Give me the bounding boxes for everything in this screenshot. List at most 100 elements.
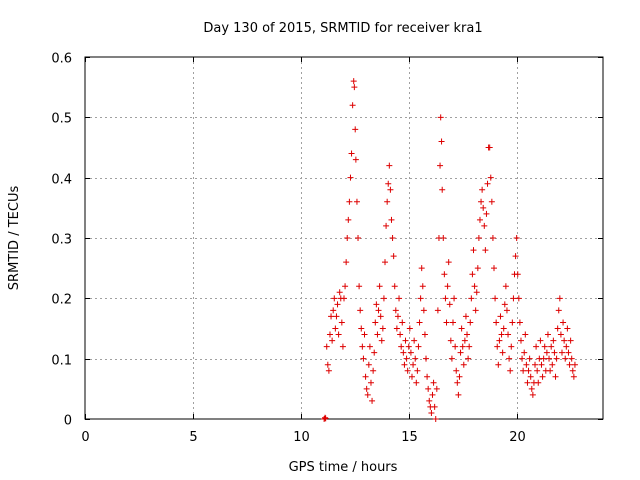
data-point (551, 349, 558, 356)
data-point (473, 289, 480, 296)
data-point (505, 331, 512, 338)
data-point (369, 397, 376, 404)
data-point (410, 361, 417, 368)
data-point (472, 307, 479, 314)
data-point (414, 367, 421, 374)
data-point (411, 337, 418, 344)
data-point (349, 102, 356, 109)
data-point (374, 331, 381, 338)
data-point (510, 295, 517, 302)
data-point (552, 373, 559, 380)
data-point (330, 307, 337, 314)
data-point (432, 416, 439, 422)
y-tick-label: 0.5 (51, 112, 72, 127)
data-point (495, 361, 502, 368)
data-point (507, 367, 514, 374)
data-point (401, 361, 408, 368)
data-point (345, 216, 352, 223)
data-point (418, 265, 425, 272)
data-point (460, 361, 467, 368)
data-point (372, 319, 379, 326)
data-point (421, 331, 428, 338)
data-point (419, 283, 426, 290)
data-point (416, 319, 423, 326)
data-point (383, 222, 390, 229)
data-point (445, 259, 452, 266)
plot-frame (84, 56, 604, 420)
data-point (471, 283, 478, 290)
y-tick-label: 0.4 (51, 173, 72, 188)
data-point (343, 259, 350, 266)
data-point (453, 367, 460, 374)
data-point (482, 247, 489, 254)
y-tick-label: 0.3 (51, 233, 72, 248)
data-point (517, 337, 524, 344)
data-point (424, 373, 431, 380)
data-point (387, 186, 394, 193)
data-point (488, 198, 495, 205)
data-point (512, 253, 519, 260)
x-tick-label: 10 (293, 430, 310, 445)
chart-title: Day 130 of 2015, SRMTID for receiver kra… (203, 21, 482, 36)
data-point (353, 198, 360, 205)
data-point (412, 355, 419, 362)
data-point (405, 343, 412, 350)
data-point (449, 319, 456, 326)
data-point (447, 337, 454, 344)
x-tick-label: 15 (401, 430, 418, 445)
data-point (351, 84, 358, 91)
data-point (365, 361, 372, 368)
data-point (443, 319, 450, 326)
data-point (322, 414, 329, 421)
data-point (444, 283, 451, 290)
data-point (484, 180, 491, 187)
data-point (355, 235, 362, 241)
data-point (371, 349, 378, 356)
data-point (547, 367, 554, 374)
data-point (375, 307, 382, 314)
data-point (342, 283, 349, 290)
data-point (439, 186, 446, 193)
data-point (393, 325, 400, 332)
data-point (497, 313, 504, 320)
data-point (461, 337, 468, 344)
data-point (322, 415, 329, 422)
data-point (457, 349, 464, 356)
data-point (543, 349, 550, 356)
data-point (331, 295, 338, 302)
data-point (502, 283, 509, 290)
data-point (426, 397, 433, 404)
data-point (565, 349, 572, 356)
data-point (352, 126, 359, 133)
data-point (554, 325, 561, 332)
data-point (533, 343, 540, 350)
data-point (384, 198, 391, 205)
data-point (357, 307, 364, 314)
data-point (378, 337, 385, 344)
data-point (568, 355, 575, 362)
data-point (555, 307, 562, 314)
data-point (437, 114, 444, 121)
data-point (359, 343, 366, 350)
data-point (402, 337, 409, 344)
data-point (325, 367, 332, 374)
data-point (529, 391, 536, 398)
data-point (476, 216, 483, 223)
data-point (501, 301, 508, 308)
data-point (481, 222, 488, 229)
data-point (333, 313, 340, 320)
data-point (483, 210, 490, 217)
data-point (492, 295, 499, 302)
data-point (423, 355, 430, 362)
data-point (560, 319, 567, 326)
data-point (491, 265, 498, 272)
data-point (467, 319, 474, 326)
data-point (338, 319, 345, 326)
data-point (408, 373, 415, 380)
data-point (499, 349, 506, 356)
data-point (508, 343, 515, 350)
data-point (466, 343, 473, 350)
data-point (544, 331, 551, 338)
data-point (386, 162, 393, 169)
data-point (487, 174, 494, 181)
